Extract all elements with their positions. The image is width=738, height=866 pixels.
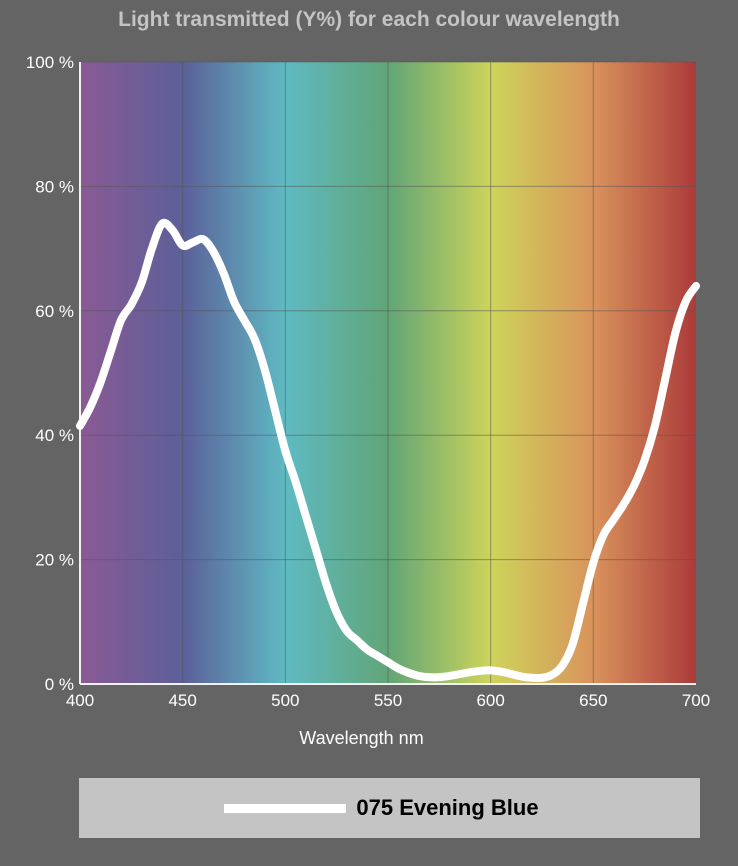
x-tick-label: 500 — [271, 691, 299, 710]
axes — [79, 62, 696, 685]
chart-title: Light transmitted (Y%) for each colour w… — [118, 8, 620, 31]
legend-label: 075 Evening Blue — [356, 795, 539, 820]
x-tick-label: 400 — [66, 691, 94, 710]
legend: 075 Evening Blue — [79, 778, 700, 838]
series-line — [76, 218, 700, 683]
y-tick-label: 40 % — [35, 426, 74, 445]
y-tick-label: 80 % — [35, 177, 74, 196]
y-tick-label: 60 % — [35, 302, 74, 321]
x-tick-label: 650 — [579, 691, 607, 710]
chart-plot: 400 450 500 550 600 650 700 0 % 20 % 40 % 60 % 80 %… — [26, 53, 710, 710]
x-tick-label: 450 — [168, 691, 196, 710]
x-tick-label: 700 — [682, 691, 710, 710]
grid-lines — [80, 61, 696, 684]
tick-labels: 400 450 500 550 600 650 700 0 % 20 % 40 % 60 % 80 %… — [26, 53, 710, 710]
y-tick-label: 100 % — [26, 53, 74, 72]
y-tick-label: 0 % — [45, 675, 74, 694]
x-axis-label: Wavelength nm — [299, 728, 424, 748]
series-lines — [76, 218, 700, 683]
legend-swatch — [224, 803, 347, 813]
x-tick-label: 600 — [476, 691, 504, 710]
y-tick-label: 20 % — [35, 551, 74, 570]
x-tick-label: 550 — [374, 691, 402, 710]
